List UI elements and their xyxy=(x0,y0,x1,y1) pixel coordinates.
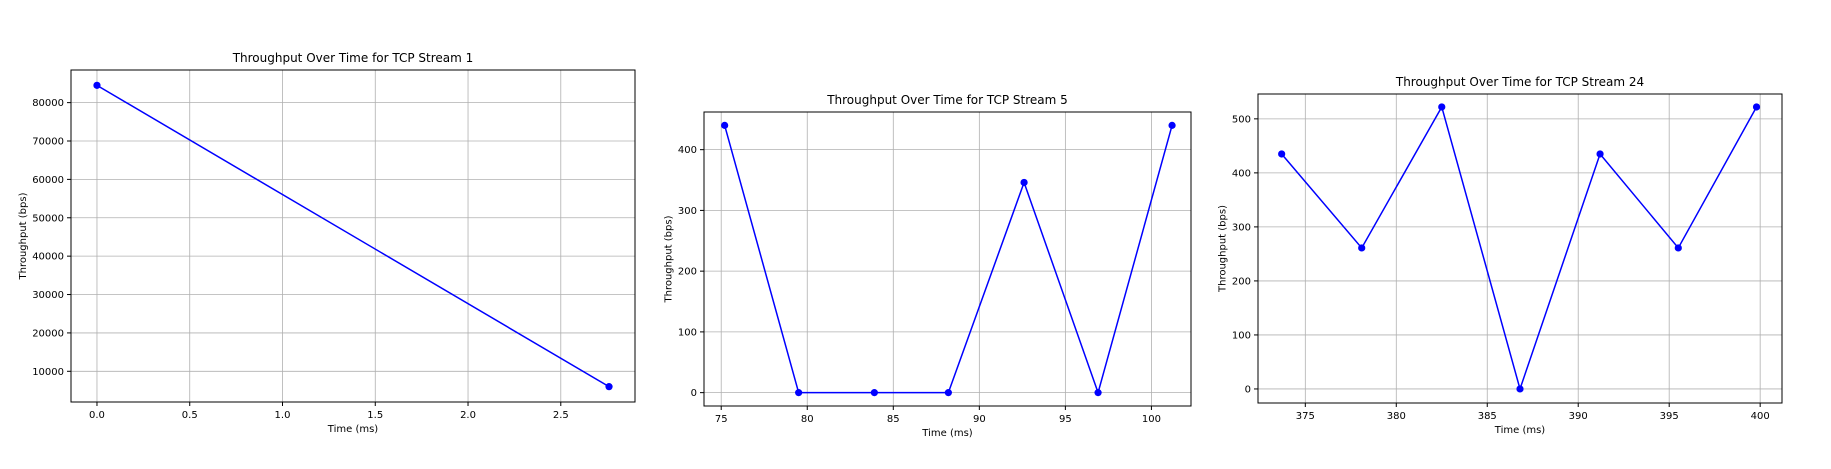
data-point xyxy=(1752,103,1761,111)
y-tick-label: 0 xyxy=(1245,384,1251,395)
x-tick-label: 85 xyxy=(887,414,900,425)
x-tick-label: 380 xyxy=(1387,411,1406,422)
y-tick-label: 70000 xyxy=(32,137,64,148)
y-tick-label: 300 xyxy=(1232,222,1251,233)
chart-panel-1: 0.0 0.5 1.0 1.5 2.0 2.5 10000 20000 30000 40000 50… xyxy=(18,51,636,435)
x-tick-label: 395 xyxy=(1660,411,1679,422)
data-point xyxy=(1516,385,1524,393)
x-tick-label: 95 xyxy=(1059,414,1072,425)
x-tick-label: 1.5 xyxy=(367,410,383,421)
x-tick-label: 2.0 xyxy=(460,410,476,421)
x-tick-label: 375 xyxy=(1296,411,1315,422)
series-line xyxy=(723,125,1173,396)
y-tick-label: 0 xyxy=(691,388,697,399)
data-point xyxy=(1438,103,1446,111)
plot-frame xyxy=(1257,93,1783,404)
y-tick-label: 20000 xyxy=(32,328,64,339)
plot-frame xyxy=(70,69,636,403)
data-point xyxy=(944,389,952,397)
data-point xyxy=(721,121,729,129)
data-point xyxy=(1094,389,1102,397)
data-point xyxy=(870,389,878,397)
y-tick-label: 100 xyxy=(1232,330,1251,341)
data-point xyxy=(605,383,613,391)
data-point xyxy=(1168,121,1176,129)
y-axis-label: Throughput (bps) xyxy=(1217,205,1228,293)
y-axis-label: Throughput (bps) xyxy=(18,192,29,280)
x-tick-label: 0.0 xyxy=(89,410,105,421)
chart-title: Throughput Over Time for TCP Stream 24 xyxy=(1395,75,1644,89)
x-tick-label: 80 xyxy=(801,414,814,425)
x-tick-label: 100 xyxy=(1142,414,1161,425)
y-tick-label: 50000 xyxy=(32,213,64,224)
data-point xyxy=(1596,150,1604,158)
plot-frame xyxy=(703,111,1192,407)
y-tick-label: 60000 xyxy=(32,175,64,186)
series-line xyxy=(1281,105,1758,392)
x-tick-label: 0.5 xyxy=(182,410,198,421)
y-tick-label: 10000 xyxy=(32,367,64,378)
x-tick-label: 385 xyxy=(1478,411,1497,422)
y-tick-label: 200 xyxy=(1232,276,1251,287)
x-tick-label: 75 xyxy=(715,414,728,425)
chart-panel-3: 375 380 385 390 395 400 0 100 200 300 400 500 Throug… xyxy=(1217,75,1783,436)
y-tick-label: 200 xyxy=(678,267,697,278)
x-axis-label: Time (ms) xyxy=(327,424,379,435)
y-tick-label: 400 xyxy=(678,145,697,156)
y-tick-label: 400 xyxy=(1232,168,1251,179)
y-tick-label: 80000 xyxy=(32,98,64,109)
data-point xyxy=(1278,150,1286,158)
y-tick-label: 30000 xyxy=(32,290,64,301)
y-tick-label: 40000 xyxy=(32,252,64,263)
chart-panel-2: 75 80 85 90 95 100 0 100 200 300 400 Throughput Ove… xyxy=(663,93,1192,439)
chart-title: Throughput Over Time for TCP Stream 1 xyxy=(232,51,474,65)
data-point xyxy=(1358,244,1366,252)
data-point xyxy=(795,389,803,397)
y-axis-label: Throughput (bps) xyxy=(663,215,674,303)
x-tick-label: 90 xyxy=(973,414,986,425)
y-tick-label: 500 xyxy=(1232,114,1251,125)
x-tick-label: 2.5 xyxy=(553,410,569,421)
chart-title: Throughput Over Time for TCP Stream 5 xyxy=(826,93,1068,107)
data-point xyxy=(93,81,101,89)
series-line xyxy=(96,84,610,388)
x-axis-label: Time (ms) xyxy=(1494,425,1546,436)
data-point xyxy=(1674,244,1682,252)
x-axis-label: Time (ms) xyxy=(921,428,973,439)
y-tick-label: 300 xyxy=(678,206,697,217)
y-tick-label: 100 xyxy=(678,327,697,338)
data-point xyxy=(1020,178,1028,187)
x-tick-label: 390 xyxy=(1569,411,1588,422)
x-tick-label: 1.0 xyxy=(275,410,291,421)
x-tick-label: 400 xyxy=(1751,411,1770,422)
